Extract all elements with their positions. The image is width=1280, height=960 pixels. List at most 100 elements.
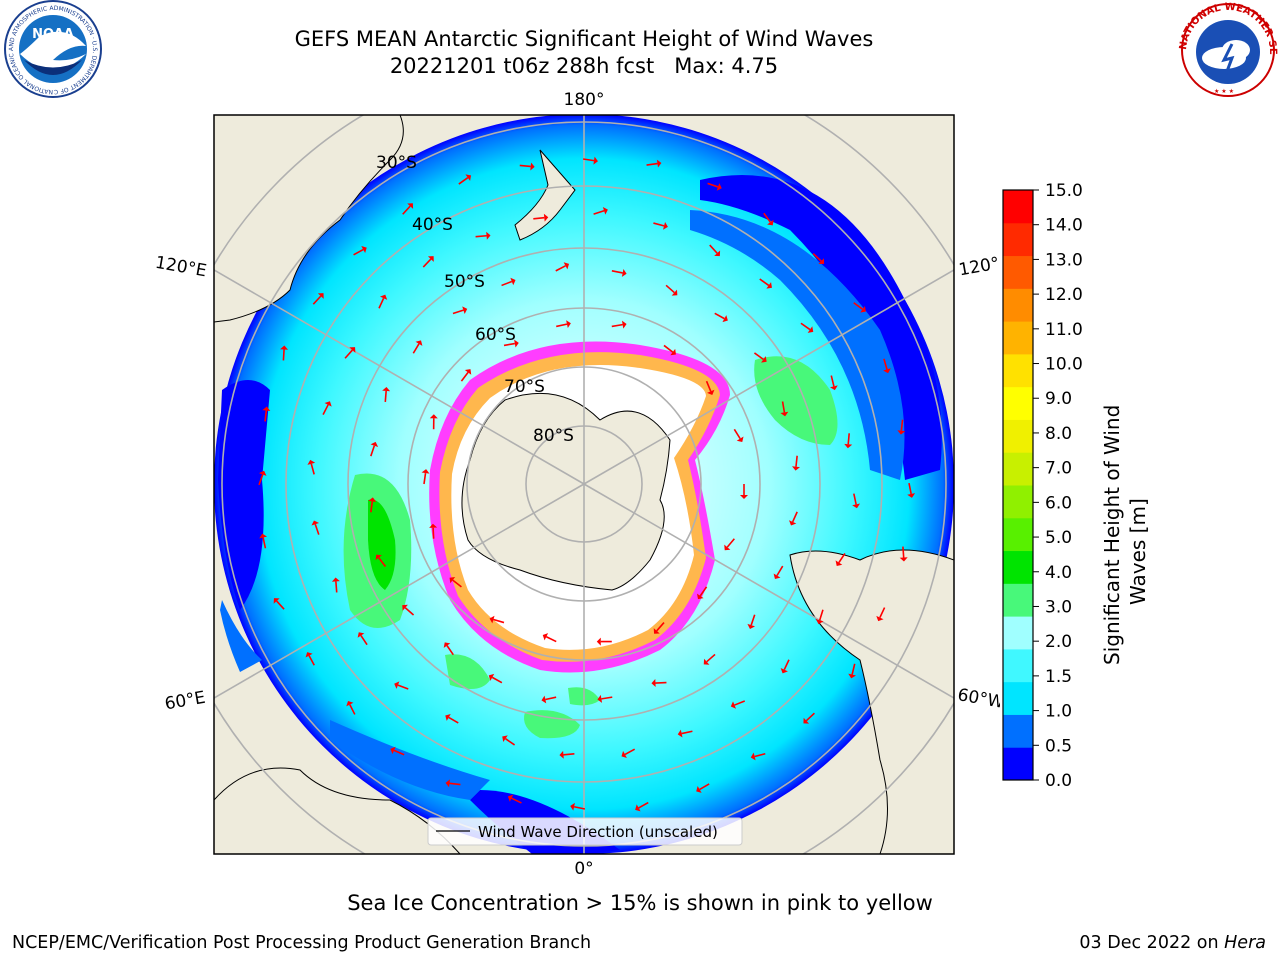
svg-text:★ ★ ★: ★ ★ ★ <box>1214 88 1234 95</box>
lon-label-top: 180° <box>564 90 605 110</box>
wave-direction-arrowhead <box>317 293 324 299</box>
wave-direction-arrow <box>714 312 725 320</box>
wave-direction-arrowhead <box>740 495 748 499</box>
colorbar-segment <box>1003 255 1033 289</box>
wave-direction-arrowhead <box>368 497 377 502</box>
wave-direction-arrow <box>432 527 435 539</box>
wave-direction-arrow <box>750 614 756 626</box>
wave-direction-arrowhead <box>621 269 627 277</box>
wave-direction-arrow <box>754 752 766 758</box>
colorbar-segment <box>1003 353 1033 388</box>
lon-label-lower-right: 60°W <box>956 685 1000 713</box>
map-title: GEFS MEAN Antarctic Significant Height o… <box>0 26 1168 80</box>
wave-direction-arrow <box>709 244 718 254</box>
map-legend <box>427 817 743 846</box>
colorbar-tick-label: 1.5 <box>1045 667 1072 687</box>
colorbar: 0.0 0.5 1.0 1.5 2.0 3.0 4.0 5.0 6.0 7.0 8.0 9.0 10.0… <box>1002 181 1150 791</box>
wave-direction-arrowhead <box>390 746 396 755</box>
wave-direction-arrowhead <box>789 520 797 526</box>
colorbar-segment <box>1003 190 1033 224</box>
wave-direction-arrowhead <box>835 560 843 566</box>
wave-direction-arrow <box>378 557 387 567</box>
wave-direction-arrow <box>776 565 784 576</box>
wave-direction-arrow <box>448 716 459 724</box>
wave-direction-arrowhead <box>415 340 423 346</box>
wave-direction-arrow <box>838 552 846 564</box>
colorbar-segment <box>1003 714 1033 748</box>
colorbar-tick-label: 1.0 <box>1045 702 1072 722</box>
colorbar-segment <box>1003 583 1033 617</box>
wave-direction-arrowhead <box>307 459 316 465</box>
wave-direction-arrowhead <box>541 695 547 704</box>
colorbar-segment <box>1003 616 1033 650</box>
colorbar-tick-label: 0.5 <box>1045 736 1072 756</box>
wave-direction-arrowhead <box>462 306 468 314</box>
wave-direction-arrowhead <box>656 159 662 168</box>
wave-direction-arrow <box>264 410 268 422</box>
wave-direction-arrowhead <box>280 345 289 350</box>
wave-direction-arrow <box>853 493 857 505</box>
wave-direction-arrow <box>505 738 516 746</box>
wave-direction-arrowhead <box>394 681 400 689</box>
wave-direction-arrow <box>699 586 708 597</box>
colorbar-tick-label: 13.0 <box>1045 250 1083 270</box>
wave-direction-arrow <box>705 380 712 392</box>
wave-height-field <box>218 175 942 854</box>
wave-direction-arrowhead <box>464 369 472 375</box>
wave-direction-arrow <box>349 704 356 715</box>
wave-direction-arrow <box>458 177 469 185</box>
wave-direction-arrowhead <box>445 713 451 721</box>
wave-direction-arrow <box>555 265 566 272</box>
colorbar-tick-label: 15.0 <box>1045 181 1083 201</box>
wave-direction-arrow <box>791 511 798 523</box>
wave-direction-arrow <box>663 344 674 353</box>
wave-direction-arrowhead <box>507 794 514 802</box>
wave-direction-arrow <box>276 600 285 610</box>
wave-direction-arrowhead <box>696 785 702 793</box>
wave-direction-arrow <box>611 270 623 274</box>
australia-coast <box>214 115 404 323</box>
wave-direction-arrow <box>734 700 746 706</box>
colorbar-segment <box>1003 321 1033 355</box>
colorbar-segment <box>1003 517 1033 552</box>
colorbar-segment <box>1003 386 1033 420</box>
colorbar-segment <box>1003 485 1033 519</box>
colorbar-tick-label: 3.0 <box>1045 597 1072 617</box>
wave-direction-arrow <box>563 753 575 756</box>
wave-direction-arrowhead <box>876 615 884 622</box>
lon-label-bottom: 0° <box>574 859 593 879</box>
wave-direction-arrow <box>781 401 786 413</box>
wave-direction-arrowhead <box>570 802 575 811</box>
lat-label-30: 30°S <box>376 153 417 173</box>
wave-direction-arrow <box>449 782 461 786</box>
wave-direction-arrow <box>545 636 557 643</box>
wave-direction-arrowhead <box>747 623 756 629</box>
wave-direction-arrow <box>335 581 338 593</box>
wave-direction-arrow <box>423 472 427 485</box>
colorbar-tick-label: 8.0 <box>1045 424 1072 444</box>
new-zealand <box>514 149 576 241</box>
noaa-logo-text: NOAA <box>32 27 74 42</box>
nws-logo: NATIONAL WEATHER SERVICE ★ ★ ★ <box>1174 0 1278 97</box>
wave-direction-arrow <box>656 622 665 632</box>
wave-direction-arrowhead <box>530 162 535 171</box>
wave-direction-arrowhead <box>716 183 722 191</box>
wave-direction-arrowhead <box>860 306 866 313</box>
wave-direction-arrowhead <box>559 750 564 759</box>
colorbar-tick-label: 4.0 <box>1045 563 1072 583</box>
lat-label-40: 40°S <box>412 215 453 235</box>
wave-direction-arrow <box>370 445 376 457</box>
wave-direction-arrowhead <box>324 401 332 407</box>
wave-direction-arrowhead <box>653 628 660 634</box>
wave-direction-arrowhead <box>402 604 408 611</box>
wave-direction-arrow <box>308 655 315 666</box>
wave-direction-arrow <box>370 501 374 513</box>
wave-direction-arrowhead <box>780 411 789 417</box>
wave-direction-arrow <box>402 205 411 215</box>
wave-direction-arrowhead <box>502 735 508 743</box>
wave-direction-arrowhead <box>421 469 430 474</box>
wave-direction-arrowhead <box>566 320 571 329</box>
wave-direction-arrow <box>258 474 264 486</box>
colorbar-segment <box>1003 419 1033 453</box>
wave-direction-arrow <box>900 419 904 431</box>
